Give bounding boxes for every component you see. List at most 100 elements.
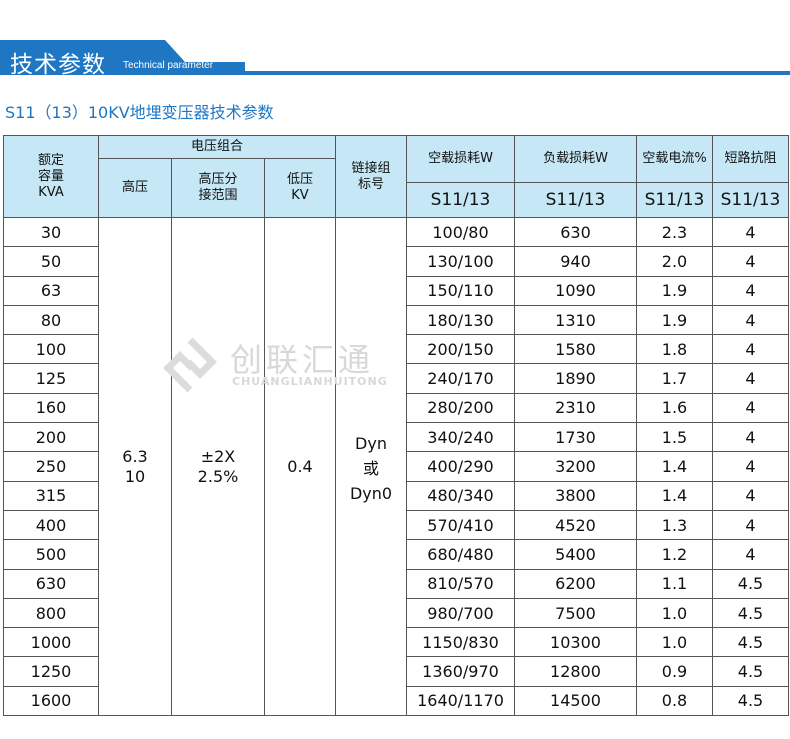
table-row: 50 130/100 940 2.0 4 xyxy=(3,246,789,277)
cell-short-circuit: 4 xyxy=(712,509,789,541)
cell-no-load-current: 2.0 xyxy=(636,246,713,277)
cell-no-load-current: 1.5 xyxy=(636,422,713,453)
cell-capacity: 800 xyxy=(3,597,99,629)
header-no-load-loss: 空载损耗W xyxy=(406,135,515,183)
cell-no-load-loss: 1640/1170 xyxy=(406,685,515,717)
cell-no-load-loss: 1150/830 xyxy=(406,627,515,658)
cell-capacity: 500 xyxy=(3,539,99,570)
cell-no-load-loss: 980/700 xyxy=(406,597,515,629)
table-title: S11（13）10KV地埋变压器技术参数 xyxy=(5,103,274,122)
cell-capacity: 1600 xyxy=(3,685,99,717)
cell-no-load-loss: 400/290 xyxy=(406,451,515,482)
cell-no-load-current: 1.8 xyxy=(636,334,713,365)
cell-no-load-current: 1.0 xyxy=(636,597,713,629)
table-row: 250 400/290 3200 1.4 4 xyxy=(3,451,789,482)
table-row: 80 180/130 1310 1.9 4 xyxy=(3,304,789,336)
cell-tap-range-text: ±2X 2.5% xyxy=(197,446,239,486)
cell-connection-text: Dyn 或 Dyn0 xyxy=(349,434,393,504)
cell-capacity: 160 xyxy=(3,392,99,424)
cell-capacity: 250 xyxy=(3,451,99,482)
cell-tap-range: ±2X 2.5% xyxy=(171,216,265,717)
cell-no-load-loss: 240/170 xyxy=(406,363,515,394)
cell-no-load-current: 1.1 xyxy=(636,568,713,599)
cell-capacity: 100 xyxy=(3,334,99,365)
cell-capacity: 1250 xyxy=(3,656,99,687)
cell-short-circuit: 4 xyxy=(712,392,789,424)
table-row: 160 280/200 2310 1.6 4 xyxy=(3,392,789,424)
table-row: 200 340/240 1730 1.5 4 xyxy=(3,422,789,453)
header-model-no-load-loss: S11/13 xyxy=(406,182,515,218)
header-load-loss: 负载损耗W xyxy=(514,135,637,183)
cell-load-loss: 14500 xyxy=(514,685,637,717)
cell-load-loss: 1890 xyxy=(514,363,637,394)
cell-no-load-current: 2.3 xyxy=(636,216,713,248)
cell-capacity: 80 xyxy=(3,304,99,336)
section-subtitle: Technical parameter xyxy=(123,60,214,71)
cell-no-load-loss: 680/480 xyxy=(406,539,515,570)
table-row: 100 200/150 1580 1.8 4 xyxy=(3,334,789,365)
cell-no-load-loss: 150/110 xyxy=(406,275,515,306)
cell-short-circuit: 4 xyxy=(712,451,789,482)
table-row: 63 150/110 1090 1.9 4 xyxy=(3,275,789,306)
cell-capacity: 315 xyxy=(3,480,99,511)
cell-short-circuit: 4.5 xyxy=(712,568,789,599)
cell-no-load-current: 1.9 xyxy=(636,275,713,306)
cell-load-loss: 1310 xyxy=(514,304,637,336)
cell-no-load-loss: 280/200 xyxy=(406,392,515,424)
spec-table: 额定 容量 KVA 电压组合 链接组 标号 空载损耗W 负载损耗W 空载电流% … xyxy=(3,135,789,717)
cell-no-load-current: 1.4 xyxy=(636,480,713,511)
cell-load-loss: 3200 xyxy=(514,451,637,482)
cell-no-load-current: 0.8 xyxy=(636,685,713,717)
cell-capacity: 30 xyxy=(3,216,99,248)
table-row: 1250 1360/970 12800 0.9 4.5 xyxy=(3,656,789,687)
cell-no-load-current: 1.7 xyxy=(636,363,713,394)
cell-load-loss: 12800 xyxy=(514,656,637,687)
cell-short-circuit: 4.5 xyxy=(712,627,789,658)
header-voltage-group: 电压组合 xyxy=(98,135,336,159)
cell-short-circuit: 4 xyxy=(712,216,789,248)
cell-load-loss: 1580 xyxy=(514,334,637,365)
cell-load-loss: 3800 xyxy=(514,480,637,511)
cell-high-voltage: 6.3 10 xyxy=(98,216,172,717)
cell-no-load-loss: 570/410 xyxy=(406,509,515,541)
table-row: 800 980/700 7500 1.0 4.5 xyxy=(3,597,789,629)
cell-low-voltage-text: 0.4 xyxy=(287,456,313,476)
cell-no-load-loss: 130/100 xyxy=(406,246,515,277)
cell-no-load-loss: 480/340 xyxy=(406,480,515,511)
cell-no-load-loss: 810/570 xyxy=(406,568,515,599)
header-connection: 链接组 标号 xyxy=(335,135,407,218)
table-row: 400 570/410 4520 1.3 4 xyxy=(3,509,789,541)
cell-load-loss: 1090 xyxy=(514,275,637,306)
cell-load-loss: 5400 xyxy=(514,539,637,570)
cell-no-load-current: 1.6 xyxy=(636,392,713,424)
table-row: 30 6.3 10 ±2X 2.5% 0.4 Dyn 或 Dyn0 100/80 630 2.… xyxy=(3,216,789,717)
cell-no-load-current: 0.9 xyxy=(636,656,713,687)
cell-short-circuit: 4 xyxy=(712,363,789,394)
cell-short-circuit: 4 xyxy=(712,539,789,570)
banner-line xyxy=(0,71,790,75)
cell-capacity: 630 xyxy=(3,568,99,599)
table-row: 125 240/170 1890 1.7 4 xyxy=(3,363,789,394)
cell-load-loss: 7500 xyxy=(514,597,637,629)
table-row: 315 480/340 3800 1.4 4 xyxy=(3,480,789,511)
cell-capacity: 50 xyxy=(3,246,99,277)
cell-load-loss: 1730 xyxy=(514,422,637,453)
cell-capacity: 63 xyxy=(3,275,99,306)
cell-no-load-loss: 200/150 xyxy=(406,334,515,365)
cell-no-load-loss: 180/130 xyxy=(406,304,515,336)
section-title: 技术参数 xyxy=(10,52,106,78)
cell-no-load-current: 1.2 xyxy=(636,539,713,570)
cell-capacity: 125 xyxy=(3,363,99,394)
cell-load-loss: 2310 xyxy=(514,392,637,424)
cell-short-circuit: 4 xyxy=(712,304,789,336)
table-row: 1000 1150/830 10300 1.0 4.5 xyxy=(3,627,789,658)
header-model-short-circuit: S11/13 xyxy=(712,182,789,218)
header-low-voltage: 低压 KV xyxy=(264,158,336,218)
cell-no-load-current: 1.9 xyxy=(636,304,713,336)
cell-low-voltage: 0.4 xyxy=(264,216,336,717)
cell-no-load-current: 1.3 xyxy=(636,509,713,541)
cell-short-circuit: 4.5 xyxy=(712,685,789,717)
table-row: 1600 1640/1170 14500 0.8 4.5 xyxy=(3,685,789,717)
cell-no-load-loss: 340/240 xyxy=(406,422,515,453)
table-row: 500 680/480 5400 1.2 4 xyxy=(3,539,789,570)
